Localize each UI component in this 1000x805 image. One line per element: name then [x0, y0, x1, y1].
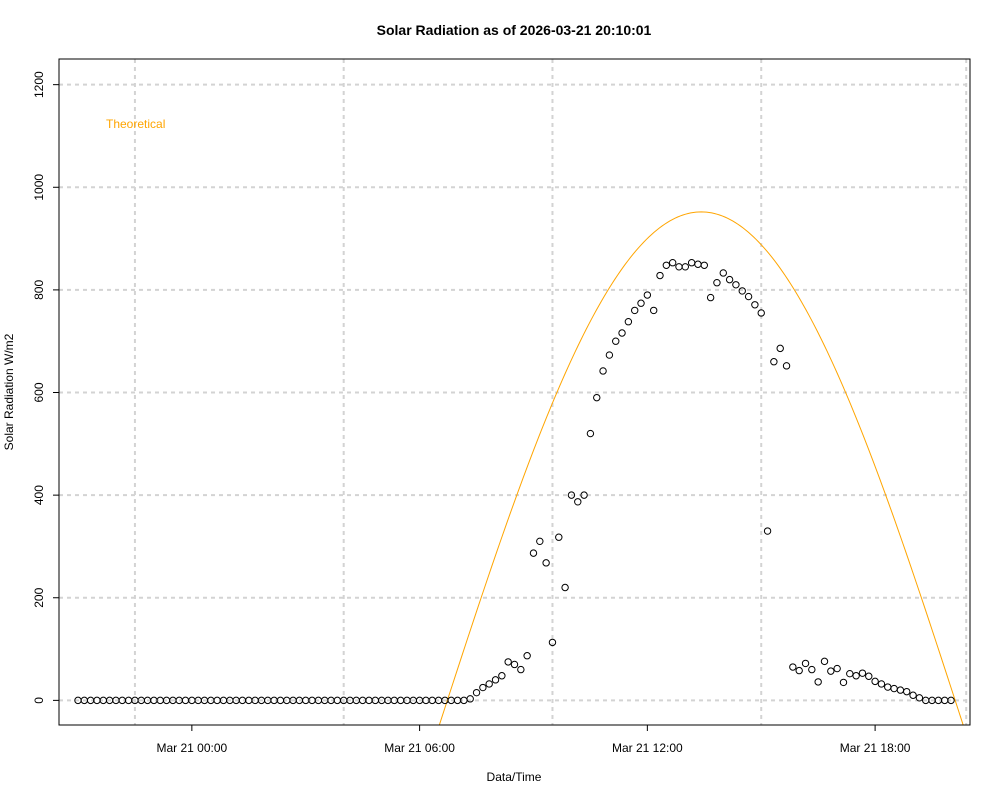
data-point [751, 301, 759, 309]
data-point [498, 672, 506, 680]
x-tick-label: Mar 21 06:00 [384, 741, 455, 755]
data-point [668, 258, 677, 267]
data-point [795, 666, 803, 675]
data-point [763, 527, 772, 535]
x-axis-label: Data/Time [487, 770, 542, 784]
y-axis-label: Solar Radiation W/m2 [2, 333, 16, 450]
grid-lines [59, 59, 970, 725]
data-point [687, 258, 696, 267]
data-point [865, 672, 873, 680]
data-point [472, 688, 481, 697]
data-point [536, 537, 544, 546]
data-point [504, 658, 512, 666]
data-point [517, 665, 525, 674]
data-point [820, 657, 829, 666]
data-point [681, 263, 690, 271]
data-point [510, 660, 519, 669]
data-point [491, 676, 500, 684]
y-axis: 0 200 400 600 800 1000 1200 [32, 71, 59, 704]
data-point [852, 672, 860, 680]
data-point [833, 664, 841, 673]
data-point [896, 686, 905, 694]
data-point [700, 261, 708, 269]
data-point [757, 309, 765, 317]
data-point [789, 663, 797, 671]
data-point [801, 659, 810, 668]
theoretical-curve [438, 211, 964, 725]
y-tick-label: 800 [32, 280, 46, 300]
data-point [713, 279, 721, 287]
data-point [808, 665, 816, 674]
data-point [770, 358, 778, 366]
data-point [732, 281, 740, 289]
data-point [567, 491, 576, 499]
data-point [555, 533, 563, 541]
data-point [738, 287, 746, 295]
x-tick-label: Mar 21 18:00 [840, 741, 911, 755]
y-tick-label: 1000 [32, 174, 46, 201]
data-point [884, 683, 892, 691]
data-point [637, 299, 645, 307]
x-tick-label: Mar 21 00:00 [156, 741, 227, 755]
data-point [846, 669, 854, 678]
data-point [719, 269, 727, 277]
data-point [947, 696, 955, 705]
chart-title: Solar Radiation as of 2026-03-21 20:10:0… [377, 22, 652, 38]
data-point [744, 292, 753, 301]
plot-frame [58, 58, 971, 726]
data-point [561, 583, 569, 592]
y-tick-label: 1200 [32, 71, 46, 98]
data-point [624, 318, 633, 326]
data-point [782, 362, 791, 370]
data-point [605, 351, 614, 359]
data-point [725, 275, 734, 284]
data-point [827, 667, 835, 675]
data-point [580, 491, 588, 499]
x-axis: Mar 21 00:00 Mar 21 06:00 Mar 21 12:00 Mar … [156, 725, 911, 755]
x-tick-label: Mar 21 12:00 [612, 741, 683, 755]
data-point [694, 260, 702, 268]
data-point [776, 344, 784, 353]
data-point [858, 669, 867, 677]
data-point [662, 261, 671, 269]
y-tick-label: 400 [32, 485, 46, 505]
data-point [656, 271, 664, 280]
data-point [593, 393, 601, 402]
data-point [466, 695, 474, 703]
data-point [909, 691, 917, 699]
data-point [839, 678, 848, 687]
data-point [643, 291, 652, 299]
data-point [542, 559, 550, 567]
y-tick-label: 600 [32, 382, 46, 402]
data-point [877, 680, 886, 688]
legend-entry-theoretical: Theoretical [106, 117, 165, 131]
data-point [618, 329, 626, 337]
data-point [612, 337, 620, 345]
data-point [479, 683, 487, 692]
data-point [890, 684, 898, 693]
data-point [529, 549, 538, 557]
measured-points-layer [74, 258, 955, 705]
data-point [523, 652, 531, 660]
data-point [903, 687, 911, 696]
data-point [871, 677, 879, 686]
y-tick-label: 200 [32, 587, 46, 607]
data-point [485, 680, 493, 688]
data-point [599, 367, 607, 375]
data-point [574, 498, 582, 506]
theoretical-curve-layer [438, 211, 964, 725]
data-point [915, 694, 924, 702]
data-point [631, 306, 639, 315]
data-point [548, 638, 557, 647]
data-point [675, 263, 683, 271]
data-point [649, 306, 658, 315]
data-point [814, 678, 822, 686]
data-point [706, 293, 715, 302]
data-point [586, 429, 595, 438]
y-tick-label: 0 [32, 697, 46, 704]
